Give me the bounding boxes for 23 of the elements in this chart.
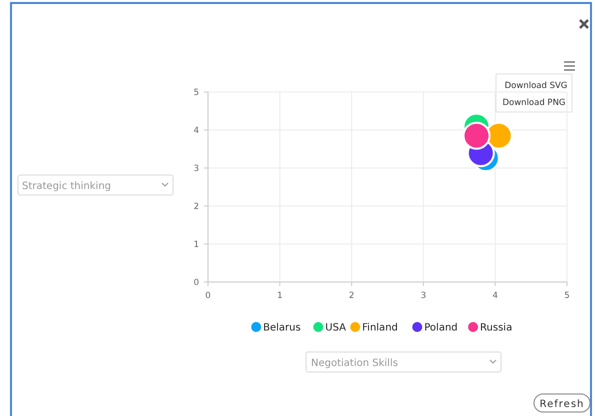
- legend-label: Poland: [424, 322, 458, 334]
- y-tick-label: 0: [194, 278, 199, 288]
- y-tick-label: 2: [194, 202, 199, 212]
- x-tick-label: 4: [492, 291, 498, 301]
- legend-label: Russia: [480, 322, 512, 334]
- text: Strategic thinking: [22, 181, 112, 192]
- x-tick-label: 0: [205, 291, 211, 301]
- x-tick-label: 1: [277, 291, 283, 301]
- text: Negotiation Skills: [311, 358, 398, 369]
- text: Download SVG: [504, 81, 568, 91]
- x-tick-label: 3: [420, 291, 426, 301]
- y-tick-label: 5: [194, 88, 199, 98]
- legend-label: Belarus: [263, 322, 301, 334]
- legend-label: Finland: [362, 322, 398, 334]
- x-tick-label: 5: [564, 291, 570, 301]
- x-tick-label: 2: [348, 291, 354, 301]
- y-tick-label: 4: [194, 126, 199, 136]
- y-tick-label: 1: [194, 240, 199, 250]
- annotation: Download PNG: [502, 98, 566, 108]
- point: [462, 122, 491, 150]
- text: Refresh: [540, 399, 584, 410]
- legend-label: USA: [325, 322, 346, 334]
- y-tick-label: 3: [194, 164, 199, 174]
